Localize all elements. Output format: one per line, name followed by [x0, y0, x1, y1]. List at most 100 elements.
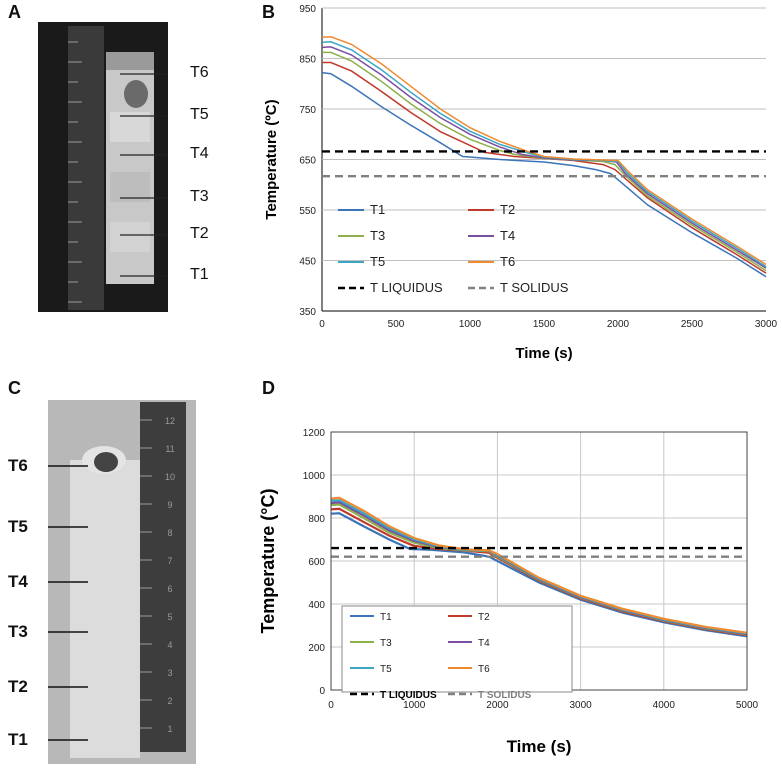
photo-a-label-t5: T5	[190, 106, 209, 123]
photo-c-ruler-number: 12	[165, 416, 175, 426]
photo-c-ruler-number: 9	[167, 500, 172, 510]
chart-b-series	[321, 36, 767, 278]
b-y-tick-label: 550	[299, 206, 316, 217]
photo-c-ruler-number: 10	[165, 472, 175, 482]
b-y-tick-label: 650	[299, 156, 316, 167]
photo-c-ruler-number: 2	[167, 696, 172, 706]
d-legend-label: T2	[478, 612, 490, 623]
photo-a-ruler-ticks	[68, 41, 82, 303]
chart-d-x-tick-labels: 0 1000 2000 3000 4000 5000	[328, 700, 758, 711]
d-y-tick-label: 800	[308, 514, 325, 525]
panel-letter-c: C	[8, 378, 21, 398]
photo-c-ruler-number: 8	[167, 528, 172, 538]
photo-c-ruler-number: 4	[167, 640, 172, 650]
photo-c-label-t5: T5	[8, 517, 28, 536]
b-y-tick-label: 350	[299, 307, 316, 318]
b-x-tick-label: 3000	[755, 319, 778, 330]
photo-a-shrinkage-cavity	[124, 80, 148, 108]
b-series-t4	[321, 46, 767, 269]
d-y-tick-label: 200	[308, 643, 325, 654]
sample-photo-c: 12 11 10 9 8 7 6 5 4 3 2 1	[48, 400, 196, 764]
chart-b-x-axis-label: Time (s)	[515, 345, 572, 362]
photo-a-label-t1: T1	[190, 266, 209, 283]
b-legend-label: T4	[500, 228, 515, 243]
b-series-t5	[321, 41, 767, 268]
photo-a-label-t6: T6	[190, 64, 209, 81]
d-y-tick-label: 0	[319, 686, 325, 697]
b-x-tick-label: 500	[388, 319, 405, 330]
d-y-tick-label: 1000	[303, 471, 326, 482]
b-x-tick-label: 1000	[459, 319, 482, 330]
b-series-t6	[321, 36, 767, 266]
cooling-curve-chart-d: 0 200 400 600 800 1000 1200 0 1000 2000 3000 4000 5…	[258, 428, 759, 756]
d-legend-label: T5	[380, 664, 392, 675]
photo-c-label-t6: T6	[8, 456, 28, 475]
chart-d-x-axis-label: Time (s)	[507, 737, 572, 756]
photo-a-label-t2: T2	[190, 225, 209, 242]
photo-c-thermocouple-leaders	[48, 465, 88, 741]
d-y-tick-label: 1200	[303, 428, 326, 439]
chart-b-grid	[321, 7, 766, 312]
d-x-tick-label: 2000	[486, 700, 509, 711]
d-x-tick-label: 5000	[736, 700, 759, 711]
photo-c-ruler-number: 3	[167, 668, 172, 678]
b-legend-label: T5	[370, 254, 385, 269]
photo-c-label-t2: T2	[8, 677, 28, 696]
b-y-tick-label: 850	[299, 55, 316, 66]
chart-b-x-tick-labels: 0 500 1000 1500 2000 2500 3000	[319, 319, 777, 330]
photo-c-ruler-ticks	[140, 419, 152, 729]
chart-b-legend: T1 T2 T3 T4 T5 T6 T LIQUIDUS T SOLIDUS	[338, 202, 569, 295]
b-legend-label: T3	[370, 228, 385, 243]
b-x-tick-label: 0	[319, 319, 325, 330]
b-legend-label: T1	[370, 202, 385, 217]
b-legend-label: T2	[500, 202, 515, 217]
b-legend-label: T6	[500, 254, 515, 269]
photo-c-shrinkage-cavity	[94, 452, 118, 472]
chart-d-y-tick-labels: 0 200 400 600 800 1000 1200	[303, 428, 326, 697]
chart-b-y-tick-labels: 350 450 550 650 750 850 950	[299, 4, 316, 318]
b-series-t1	[321, 71, 767, 278]
b-legend-label: T LIQUIDUS	[370, 280, 443, 295]
d-x-tick-label: 3000	[569, 700, 592, 711]
chart-d-legend: T1 T2 T3 T4 T5 T6 T LIQUIDUS T SOLIDUS	[341, 605, 573, 701]
b-series-t3	[322, 51, 767, 272]
photo-c-label-t4: T4	[8, 572, 28, 591]
b-series-t2	[322, 61, 767, 274]
b-legend-label: T SOLIDUS	[500, 280, 569, 295]
d-y-tick-label: 400	[308, 600, 325, 611]
chart-b-y-axis-label: Temperature (ºC)	[263, 99, 280, 219]
d-series-t6	[330, 496, 748, 634]
d-legend-label: T3	[380, 638, 392, 649]
chart-d-y-axis-label: Temperature (°C)	[258, 489, 278, 634]
b-y-tick-label: 750	[299, 105, 316, 116]
panel-letter-a: A	[8, 2, 21, 22]
b-y-tick-label: 450	[299, 257, 316, 268]
photo-c-ruler-number: 7	[167, 556, 172, 566]
b-x-tick-label: 1500	[533, 319, 556, 330]
panel-letter-b: B	[262, 2, 275, 22]
cooling-curve-chart-b: 350 450 550 650 750 850 950 0 500 1000 1500 2000 25…	[263, 4, 778, 362]
d-x-tick-label: 4000	[653, 700, 676, 711]
b-x-tick-label: 2000	[607, 319, 630, 330]
d-legend-label: T LIQUIDUS	[380, 690, 437, 701]
panel-letter-d: D	[262, 378, 275, 398]
d-legend-box	[341, 605, 573, 693]
photo-c-ruler-number: 1	[167, 724, 172, 734]
photo-c-ruler-number: 5	[167, 612, 172, 622]
d-legend-label: T SOLIDUS	[478, 690, 532, 701]
photo-c-ruler-number: 11	[165, 444, 174, 454]
photo-a-label-t4: T4	[190, 145, 209, 162]
photo-c-ruler-number: 6	[167, 584, 172, 594]
d-legend-label: T6	[478, 664, 490, 675]
d-y-tick-label: 600	[308, 557, 325, 568]
photo-a-thermocouple-leaders	[120, 73, 168, 277]
photo-c-ruler	[140, 402, 186, 752]
photo-c-label-t1: T1	[8, 730, 28, 749]
photo-c-label-t3: T3	[8, 622, 28, 641]
photo-a-label-t3: T3	[190, 188, 209, 205]
d-legend-label: T4	[478, 638, 490, 649]
sample-photo-a	[38, 22, 168, 312]
b-x-tick-label: 2500	[681, 319, 704, 330]
b-y-tick-label: 950	[299, 4, 316, 15]
d-x-tick-label: 0	[328, 700, 334, 711]
